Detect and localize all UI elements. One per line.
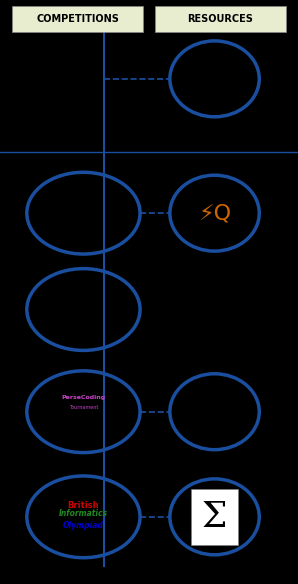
Text: 🔮: 🔮 — [77, 417, 89, 436]
Text: COMPETITIONS: COMPETITIONS — [36, 14, 119, 25]
Text: Tournament: Tournament — [69, 405, 98, 409]
FancyBboxPatch shape — [12, 6, 143, 32]
Text: RESOURCES: RESOURCES — [187, 14, 254, 25]
FancyBboxPatch shape — [155, 6, 286, 32]
Text: 🐢: 🐢 — [204, 62, 225, 95]
Text: PerseCoding: PerseCoding — [61, 395, 105, 399]
Text: 🦫: 🦫 — [74, 286, 93, 315]
Text: ⚡Q: ⚡Q — [198, 203, 231, 223]
Text: Informatics: Informatics — [59, 509, 108, 519]
Text: 🧼: 🧼 — [206, 398, 223, 426]
Text: Σ: Σ — [202, 500, 227, 534]
Text: 🦫: 🦫 — [74, 190, 93, 219]
Text: British: British — [68, 500, 99, 510]
Text: Olympiad: Olympiad — [63, 521, 104, 530]
